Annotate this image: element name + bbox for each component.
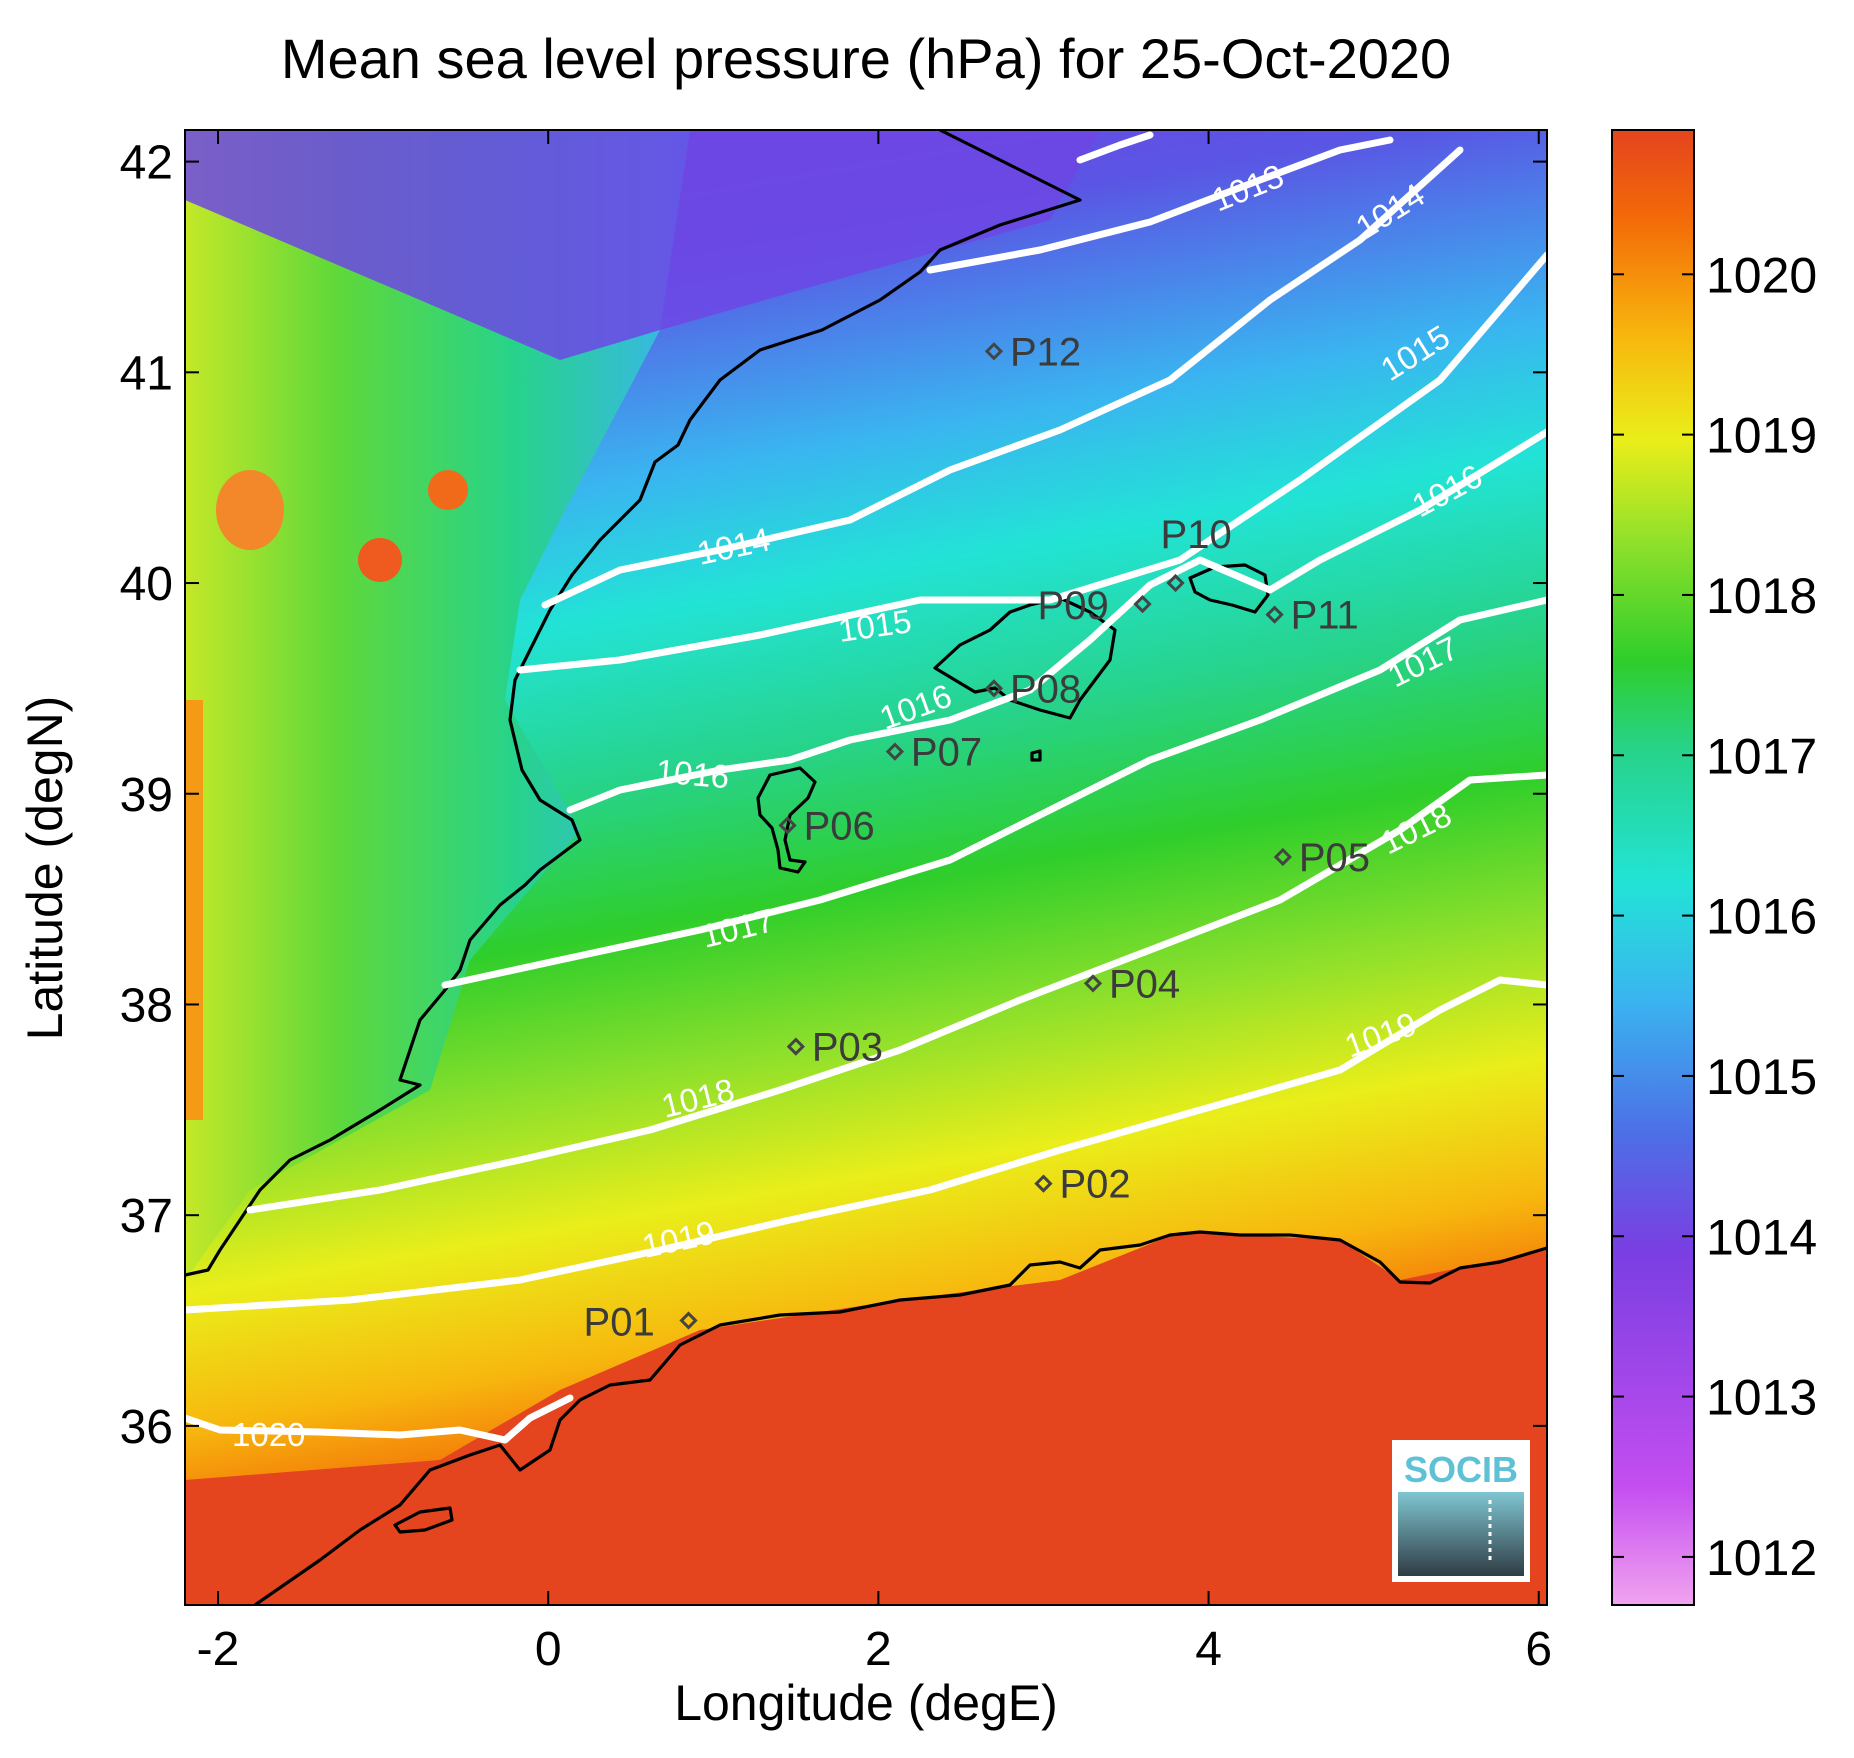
colorbar-tick-label: 1016 <box>1706 889 1817 945</box>
ibiza-island <box>756 766 817 874</box>
y-tick-label: 38 <box>120 979 173 1032</box>
y-axis-ticks: 36 37 38 39 40 41 42 <box>120 137 1547 1454</box>
station-marker <box>885 742 905 761</box>
x-tick-label: 2 <box>865 1623 892 1676</box>
land-high-spot <box>428 470 468 510</box>
isobar-1019 <box>185 976 1547 1314</box>
isobar-1013-upper <box>1076 131 1154 164</box>
station-label: P01 <box>584 1301 655 1345</box>
iberia-land <box>185 130 690 1280</box>
y-tick-label: 39 <box>120 769 173 822</box>
station-marker <box>1034 1174 1053 1193</box>
station-marker <box>679 1311 698 1330</box>
station-label: P07 <box>911 731 982 775</box>
station-marker <box>1273 847 1292 867</box>
isobar-1020 <box>185 1394 574 1444</box>
station-label: P11 <box>1291 594 1359 638</box>
y-tick-label: 40 <box>120 558 173 611</box>
isobar-1015 <box>516 251 1547 674</box>
x-tick-label: 4 <box>1195 1623 1222 1676</box>
africa-land <box>185 1232 1547 1605</box>
iberia-coastline <box>185 130 1082 1277</box>
x-tick-label: 0 <box>535 1623 562 1676</box>
y-tick-label: 37 <box>120 1190 173 1243</box>
station-label: P02 <box>1059 1163 1130 1207</box>
colorbar-tick-label: 1013 <box>1706 1370 1817 1426</box>
station-label: P04 <box>1109 962 1180 1006</box>
colorbar-gradient <box>1611 129 1695 1606</box>
x-axis-ticks: -2 0 2 4 6 <box>197 130 1552 1676</box>
isobar-1017 <box>441 596 1547 989</box>
menorca-island <box>1188 563 1270 614</box>
africa-coastline <box>254 1230 1547 1605</box>
y-tick-label: 41 <box>120 347 173 400</box>
station-label: P05 <box>1299 836 1370 880</box>
colorbar-tick-label: 1019 <box>1706 408 1817 464</box>
alboran-island <box>393 1506 454 1534</box>
y-tick-label: 42 <box>120 137 173 190</box>
colorbar-tick-label: 1015 <box>1706 1049 1817 1105</box>
socib-logo-text: SOCIB <box>1404 1449 1518 1490</box>
colorbar-tick-label: 1017 <box>1706 728 1817 784</box>
station-marker <box>1083 974 1103 993</box>
station-markers: P01 P02 P03 P04 P05 P06 P07 P08 P09 P10 P11 P12 <box>584 330 1370 1344</box>
station-marker <box>1166 573 1185 593</box>
isobar-1018 <box>246 771 1547 1214</box>
colorbar-tick-label: 1012 <box>1706 1530 1817 1586</box>
colorbar-tick-label: 1018 <box>1706 568 1817 624</box>
isobars <box>185 131 1547 1444</box>
station-marker <box>778 816 797 835</box>
socib-logo-image <box>1398 1492 1524 1576</box>
colorbar: 1012 1013 1014 1015 1016 1017 1018 1019 1020 <box>1611 129 1817 1606</box>
y-tick-label: 36 <box>120 1401 173 1454</box>
plot-frame <box>184 129 1548 1606</box>
x-tick-label: 6 <box>1525 1623 1552 1676</box>
iberia-north-purple <box>185 130 1100 360</box>
station-label: P12 <box>1010 330 1081 374</box>
station-label: P06 <box>804 804 875 848</box>
station-marker <box>1133 594 1152 614</box>
x-tick-label: -2 <box>197 1623 240 1676</box>
land-west-strip <box>185 700 203 1120</box>
cabrera-island <box>1030 749 1042 762</box>
colorbar-tick-label: 1020 <box>1706 247 1817 303</box>
isobar-1014 <box>541 146 1464 609</box>
station-marker <box>786 1037 805 1056</box>
station-marker <box>984 679 1004 698</box>
station-label: P08 <box>1010 667 1081 711</box>
plot-area: 1013 1014 1014 1015 1015 1016 1016 1016 … <box>185 130 1547 1605</box>
isobar-label: 1016 <box>654 752 730 795</box>
y-axis-label: Latitude (degN) <box>17 696 73 1041</box>
station-marker <box>1265 605 1284 624</box>
isobar-label: 1020 <box>232 1416 305 1453</box>
x-axis-label: Longitude (degE) <box>674 1675 1058 1731</box>
colorbar-ticks: 1012 1013 1014 1015 1016 1017 1018 1019 1020 <box>1612 247 1817 1586</box>
land-high-spot <box>216 470 284 550</box>
socib-logo: SOCIB <box>1392 1440 1530 1582</box>
chart-title: Mean sea level pressure (hPa) for 25-Oct… <box>281 27 1451 90</box>
station-label: P09 <box>1038 584 1109 628</box>
colorbar-tick-label: 1014 <box>1706 1209 1817 1265</box>
station-label: P10 <box>1161 513 1232 557</box>
station-marker <box>984 342 1004 361</box>
land-high-spot <box>358 538 402 582</box>
station-label: P03 <box>812 1026 883 1070</box>
isobar-1013 <box>926 136 1394 274</box>
isobar-1016 <box>566 428 1547 814</box>
